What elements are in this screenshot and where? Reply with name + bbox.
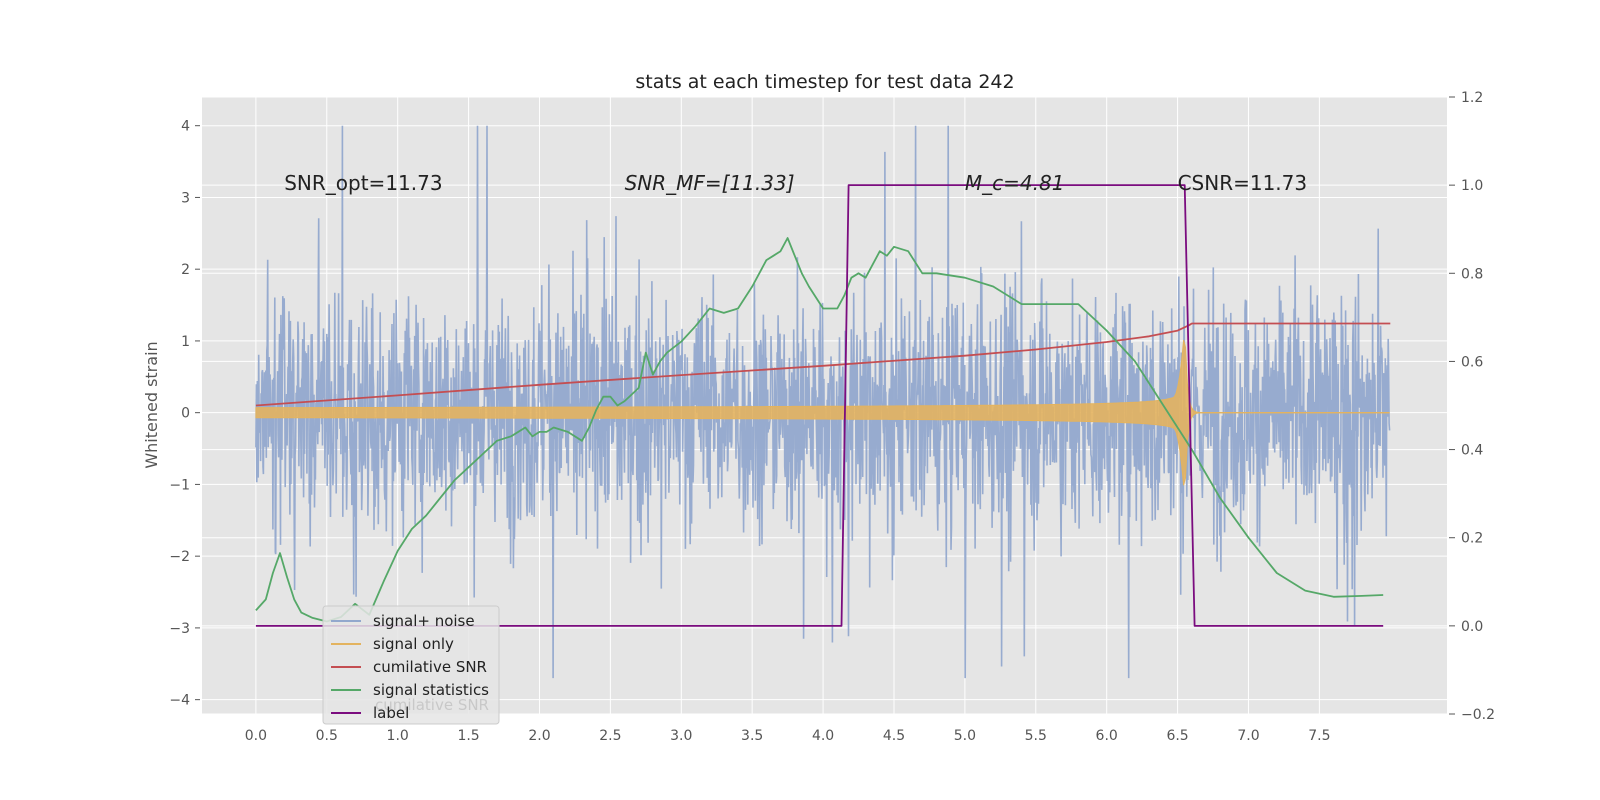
x-tick-label: 6.0	[1096, 728, 1118, 744]
y-tick-label: 4	[181, 119, 190, 135]
x-tick-label: 4.0	[812, 728, 834, 744]
legend-item-label: label	[373, 704, 409, 722]
y-tick-label: −3	[169, 621, 190, 637]
y2-tick-label: −0.2	[1461, 707, 1495, 723]
axes-layer: 0.0 0.5 1.0 1.5 2.0 2.5 3.0 3.5 4.0 4.5 5.0 5.5 6.0 6…	[169, 90, 1495, 744]
y2-tick-label: 1.0	[1461, 178, 1483, 194]
legend: cumilative SNR signal+ noise signal only cu…	[322, 605, 500, 725]
series-label	[255, 184, 1384, 627]
legend-item-label: cumilative SNR	[373, 658, 487, 676]
legend-item-label: signal statistics	[373, 681, 489, 699]
plot-layer	[255, 125, 1391, 679]
x-tick-label: 7.5	[1308, 728, 1330, 744]
y-tick-label: −2	[169, 549, 190, 565]
y2-tick-label: 0.4	[1461, 443, 1483, 459]
x-tick-label: 7.0	[1237, 728, 1259, 744]
y2-tick-label: 1.2	[1461, 90, 1483, 106]
y-tick-label: −1	[169, 477, 190, 493]
x-tick-label: 4.5	[883, 728, 905, 744]
x-tick-label: 0.5	[316, 728, 338, 744]
series-signal-statistics	[255, 237, 1384, 623]
y-tick-label: 0	[181, 406, 190, 422]
y-axis-label: Whitened strain	[142, 341, 161, 468]
chart-title: stats at each timestep for test data 242	[635, 71, 1014, 93]
x-tick-label: 5.0	[954, 728, 976, 744]
x-tick-label: 3.0	[670, 728, 692, 744]
x-tick-label: 5.5	[1025, 728, 1047, 744]
series-cumulative-snr	[255, 322, 1391, 407]
annotation-3: CSNR=11.73	[1178, 171, 1308, 195]
y-tick-label: 3	[181, 190, 190, 206]
annotation-0: SNR_opt=11.73	[284, 171, 442, 195]
x-tick-label: 6.5	[1166, 728, 1188, 744]
legend-ghost-text: cumilative SNR	[375, 696, 489, 714]
annotations: SNR_opt=11.73 SNR_MF=[11.33] M_c=4.81 CSNR=…	[284, 171, 1307, 195]
annotation-2: M_c=4.81	[965, 171, 1065, 195]
legend-box	[322, 605, 500, 725]
x-tick-label: 2.5	[599, 728, 621, 744]
x-tick-label: 3.5	[741, 728, 763, 744]
y-tick-label: 1	[181, 334, 190, 350]
y-tick-label: −4	[169, 693, 190, 709]
x-tick-label: 1.0	[387, 728, 409, 744]
y2-tick-label: 0.0	[1461, 619, 1483, 635]
x-tick-label: 2.0	[528, 728, 550, 744]
y2-tick-label: 0.6	[1461, 354, 1483, 370]
y2-tick-label: 0.2	[1461, 531, 1483, 547]
x-tick-label: 1.5	[457, 728, 479, 744]
x-tick-label: 0.0	[245, 728, 267, 744]
legend-item-label: signal only	[373, 635, 454, 653]
legend-item-label: signal+ noise	[373, 612, 475, 630]
y2-tick-label: 0.8	[1461, 266, 1483, 282]
series-signal-noise	[255, 125, 1391, 679]
y-tick-label: 2	[181, 262, 190, 278]
annotation-1: SNR_MF=[11.33]	[625, 171, 795, 195]
